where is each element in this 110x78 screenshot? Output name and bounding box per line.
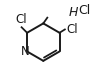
Text: Cl: Cl bbox=[15, 13, 27, 26]
Text: Cl: Cl bbox=[66, 23, 78, 36]
Text: Cl: Cl bbox=[78, 4, 91, 17]
Text: H: H bbox=[68, 6, 78, 19]
Text: N: N bbox=[21, 45, 30, 58]
